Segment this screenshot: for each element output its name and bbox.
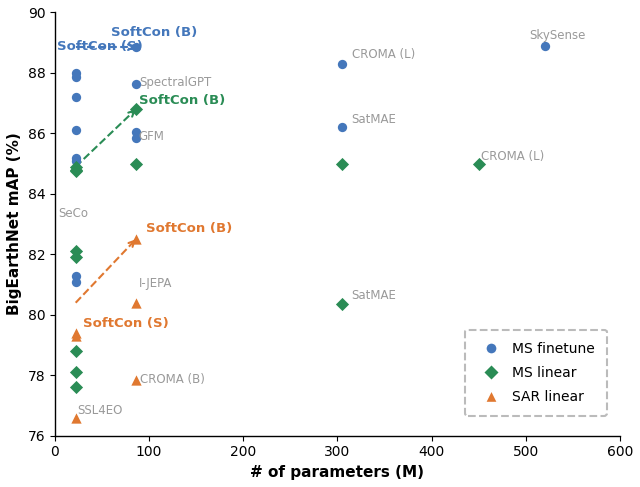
Text: GFM: GFM: [139, 130, 164, 143]
Point: [337, 300, 348, 308]
Text: SoftCon (B): SoftCon (B): [139, 94, 225, 107]
X-axis label: # of parameters (M): # of parameters (M): [250, 465, 424, 480]
Point: [70, 329, 81, 337]
Point: [131, 105, 141, 113]
Point: [70, 74, 81, 81]
Point: [70, 332, 81, 340]
Text: SoftCon (S): SoftCon (S): [83, 318, 169, 330]
Text: SoftCon (B): SoftCon (B): [147, 222, 232, 235]
Text: SkySense: SkySense: [529, 29, 586, 41]
Point: [131, 79, 141, 87]
Point: [70, 168, 81, 175]
Point: [70, 278, 81, 285]
Point: [131, 299, 141, 307]
Point: [70, 383, 81, 391]
Point: [70, 93, 81, 101]
Point: [70, 368, 81, 376]
Point: [131, 160, 141, 168]
Point: [540, 42, 550, 50]
Point: [474, 160, 484, 168]
Point: [70, 414, 81, 422]
Text: SSL4EO: SSL4EO: [77, 404, 123, 416]
Point: [70, 247, 81, 255]
Point: [337, 60, 348, 68]
Point: [70, 272, 81, 280]
Legend: MS finetune, MS linear, SAR linear: MS finetune, MS linear, SAR linear: [465, 330, 607, 416]
Point: [70, 157, 81, 165]
Point: [70, 69, 81, 77]
Point: [337, 123, 348, 131]
Text: CROMA (L): CROMA (L): [351, 48, 415, 61]
Text: CROMA (B): CROMA (B): [140, 374, 205, 386]
Y-axis label: BigEarthNet mAP (%): BigEarthNet mAP (%): [7, 133, 22, 316]
Point: [70, 253, 81, 261]
Point: [131, 376, 141, 384]
Point: [70, 127, 81, 134]
Point: [131, 134, 141, 142]
Text: SoftCon (S): SoftCon (S): [57, 40, 143, 53]
Text: SpectralGPT: SpectralGPT: [139, 76, 211, 89]
Point: [131, 235, 141, 243]
Text: I-JEPA: I-JEPA: [139, 277, 172, 290]
Point: [337, 160, 348, 168]
Point: [131, 43, 141, 51]
Text: CROMA (L): CROMA (L): [481, 150, 544, 163]
Text: SeCo: SeCo: [58, 207, 88, 220]
Point: [70, 166, 81, 173]
Text: SatMAE: SatMAE: [351, 289, 396, 301]
Point: [70, 347, 81, 355]
Text: SatMAE: SatMAE: [351, 113, 396, 126]
Text: SoftCon (B): SoftCon (B): [111, 26, 198, 38]
Point: [70, 154, 81, 162]
Point: [70, 163, 81, 170]
Point: [131, 128, 141, 136]
